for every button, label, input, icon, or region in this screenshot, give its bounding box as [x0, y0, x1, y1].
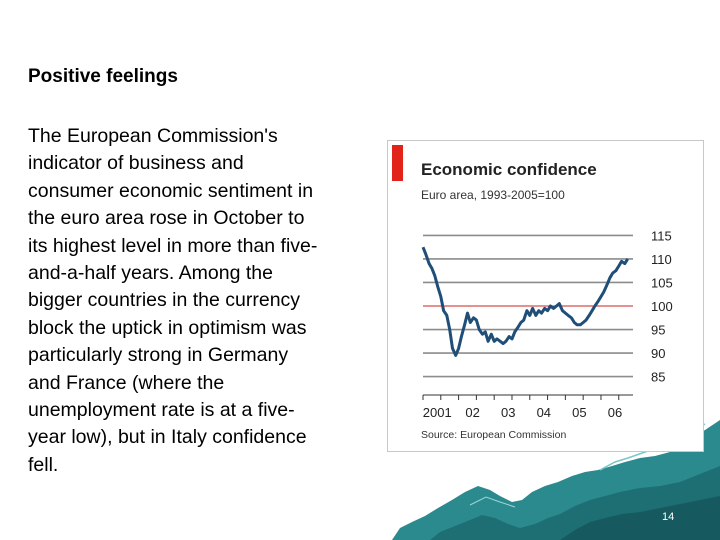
y-tick-label: 85	[651, 370, 665, 385]
series-line	[421, 246, 629, 357]
y-tick-label: 115	[651, 228, 672, 243]
chart-title: Economic confidence	[421, 160, 597, 179]
x-tick-label: 03	[501, 405, 515, 420]
chart-plot-area: 85 90 95 100 105 110 115 2001 02 03 04 05 06	[421, 228, 673, 420]
slide-body-text: The European Commission's indicator of b…	[28, 125, 318, 476]
x-tick-label: 02	[465, 405, 479, 420]
chart-subtitle: Euro area, 1993-2005=100	[421, 188, 565, 202]
x-tick-label: 06	[608, 405, 622, 420]
y-tick-label: 110	[651, 252, 672, 267]
slide-heading: Positive feelings	[28, 66, 178, 87]
page-number: 14	[662, 511, 675, 523]
x-tick-label: 04	[537, 405, 551, 420]
x-tick-label: 2001	[423, 405, 452, 420]
chart-accent-tab	[392, 145, 403, 181]
y-tick-label: 90	[651, 346, 665, 361]
economic-confidence-chart: Economic confidence Euro area, 1993-2005…	[387, 140, 704, 452]
y-tick-label: 95	[651, 323, 665, 338]
chart-source: Source: European Commission	[421, 429, 567, 441]
y-tick-label: 105	[651, 275, 673, 290]
x-tick-label: 05	[572, 405, 586, 420]
y-tick-label: 100	[651, 299, 673, 314]
